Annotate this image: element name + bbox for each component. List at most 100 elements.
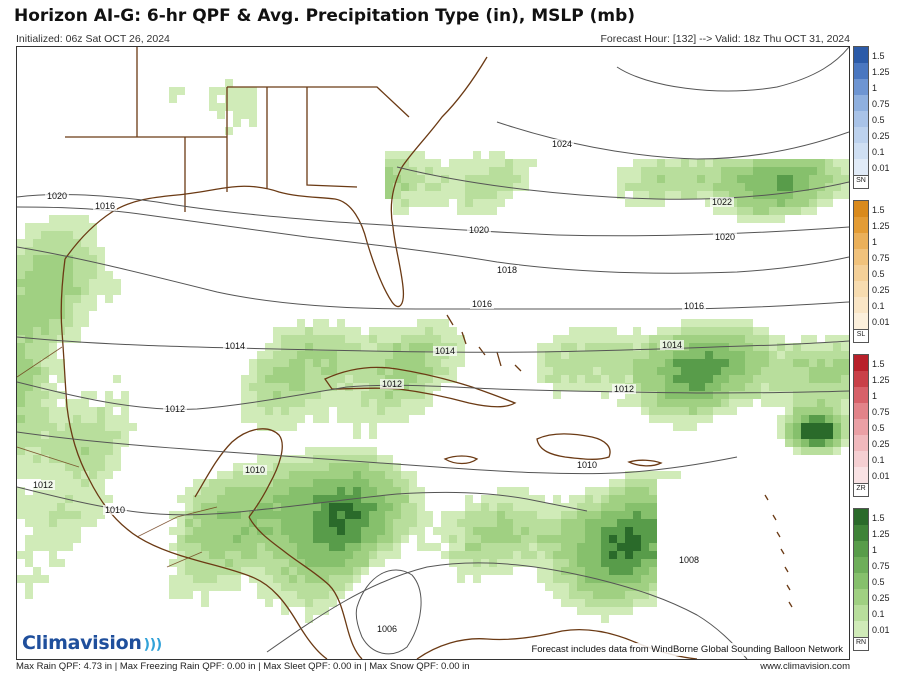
precip-cell	[321, 383, 329, 391]
precip-cell	[241, 415, 249, 423]
precip-cell	[17, 431, 25, 439]
precip-cell	[41, 455, 49, 463]
isobar-label-bg	[710, 197, 734, 207]
precip-cell	[641, 375, 649, 383]
precip-cell	[393, 471, 401, 479]
precip-cell	[81, 463, 89, 471]
precip-cell	[721, 399, 729, 407]
precip-cell	[425, 511, 433, 519]
precip-cell	[41, 439, 49, 447]
precip-cell	[553, 383, 561, 391]
precip-cell	[745, 167, 753, 175]
precip-cell	[489, 535, 497, 543]
precip-cell	[577, 335, 585, 343]
precip-cell	[217, 495, 225, 503]
precip-cell	[25, 583, 33, 591]
precip-cell	[17, 551, 25, 559]
precip-cell	[433, 191, 441, 199]
precip-cell	[401, 527, 409, 535]
precip-cell	[185, 559, 193, 567]
precip-cell	[57, 239, 65, 247]
precip-cell	[753, 191, 761, 199]
precip-cell	[313, 543, 321, 551]
precip-cell	[393, 415, 401, 423]
precip-cell	[817, 447, 825, 455]
isobar-label: 1012	[33, 480, 53, 490]
precip-cell	[25, 319, 33, 327]
precip-cell	[377, 551, 385, 559]
precip-cell	[441, 335, 449, 343]
precip-cell	[457, 191, 465, 199]
precip-cell	[361, 463, 369, 471]
precip-cell	[249, 87, 257, 95]
precip-cell	[361, 551, 369, 559]
precip-cell	[289, 343, 297, 351]
precip-cell	[377, 487, 385, 495]
precip-cell	[465, 567, 473, 575]
precip-cell	[433, 335, 441, 343]
precip-cell	[785, 343, 793, 351]
precip-cell	[113, 375, 121, 383]
precip-cell	[289, 415, 297, 423]
precip-cell	[425, 335, 433, 343]
precip-cell	[449, 191, 457, 199]
precip-cell	[409, 183, 417, 191]
precip-cell	[73, 295, 81, 303]
precip-cell	[57, 335, 65, 343]
precip-cell	[761, 175, 769, 183]
precip-cell	[297, 567, 305, 575]
precip-cell	[273, 351, 281, 359]
precip-cell	[25, 367, 33, 375]
precip-cell	[73, 519, 81, 527]
precip-cell	[593, 383, 601, 391]
precip-cell	[497, 183, 505, 191]
precip-cell	[361, 367, 369, 375]
precip-cell	[729, 407, 737, 415]
precip-cell	[409, 367, 417, 375]
precip-cell	[265, 599, 273, 607]
precip-cell	[249, 391, 257, 399]
precip-cell	[329, 535, 337, 543]
precip-cell	[329, 383, 337, 391]
precip-cell	[273, 559, 281, 567]
legend-tick-label: 0.75	[872, 560, 890, 571]
precip-cell	[585, 495, 593, 503]
precip-cell	[369, 407, 377, 415]
precip-cell	[681, 391, 689, 399]
precip-cell	[753, 367, 761, 375]
precip-cell	[561, 527, 569, 535]
precip-cell	[761, 383, 769, 391]
precip-cell	[585, 567, 593, 575]
precip-cell	[625, 575, 633, 583]
precip-cell	[25, 431, 33, 439]
precip-cell	[81, 423, 89, 431]
precip-cell	[673, 351, 681, 359]
precip-cell	[249, 119, 257, 127]
precip-cell	[457, 199, 465, 207]
precip-cell	[73, 511, 81, 519]
precip-cell	[313, 495, 321, 503]
precip-cell	[345, 527, 353, 535]
precip-cell	[17, 335, 25, 343]
precip-cell	[201, 535, 209, 543]
precip-cell	[777, 343, 785, 351]
precip-cell	[81, 415, 89, 423]
precip-cell	[281, 407, 289, 415]
precip-cell	[489, 167, 497, 175]
website-link[interactable]: www.climavision.com	[760, 661, 850, 672]
precip-cell	[17, 511, 25, 519]
precip-cell	[321, 607, 329, 615]
precip-cell	[457, 519, 465, 527]
precip-cell	[313, 503, 321, 511]
precip-cell	[305, 359, 313, 367]
precip-cell	[81, 311, 89, 319]
precip-cell	[361, 359, 369, 367]
precip-cell	[297, 383, 305, 391]
precip-cell	[569, 543, 577, 551]
precip-cell	[625, 511, 633, 519]
precip-cell	[505, 543, 513, 551]
precip-cell	[833, 359, 841, 367]
precip-cell	[33, 231, 41, 239]
precip-cell	[113, 399, 121, 407]
precip-cell	[313, 383, 321, 391]
